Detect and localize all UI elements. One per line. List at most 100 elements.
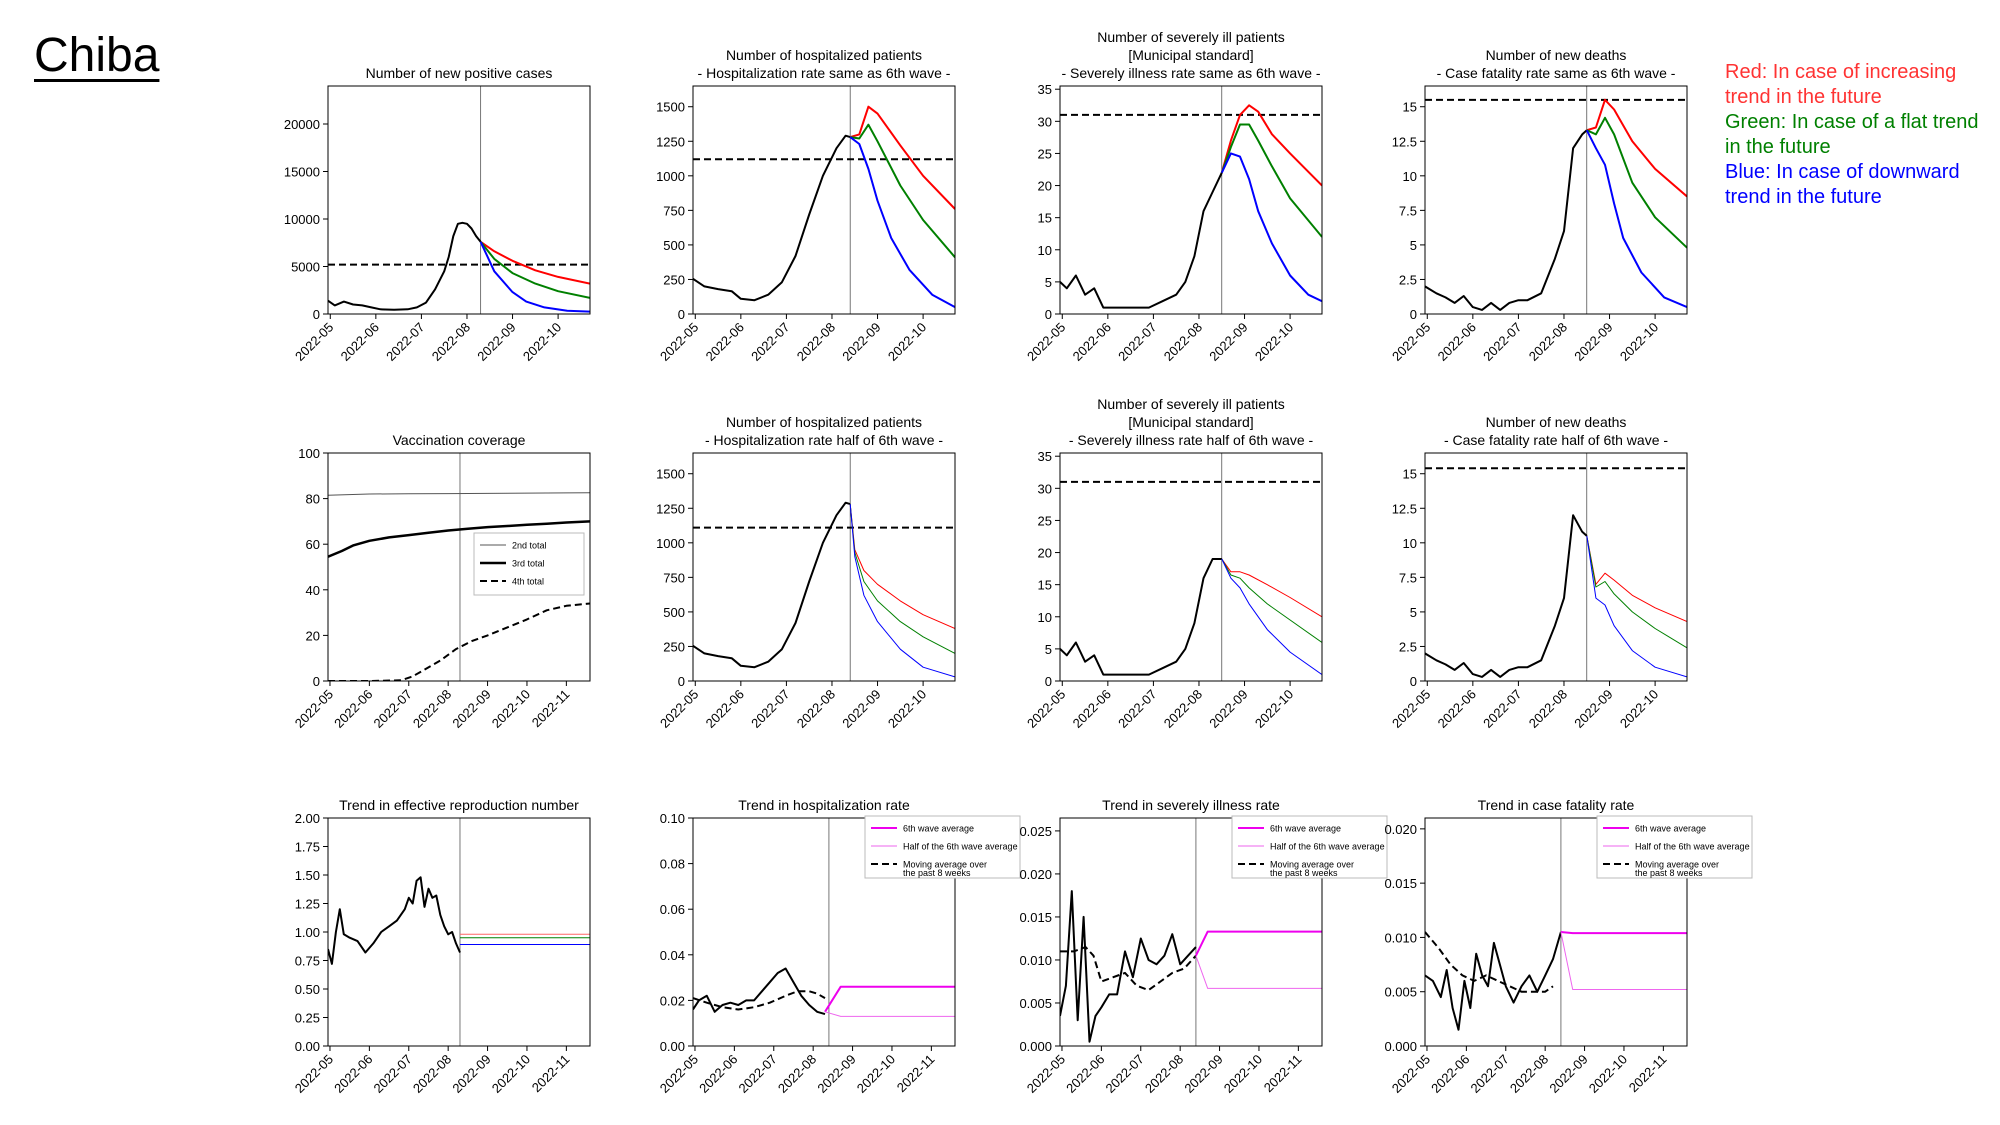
y-tick-label: 20 xyxy=(1038,546,1052,561)
y-tick-label: 0.10 xyxy=(660,811,685,826)
chart-c3: Number of severely ill patients [Municipa… xyxy=(1024,29,1323,364)
y-tick-label: 30 xyxy=(1038,481,1052,496)
series-line xyxy=(479,241,590,299)
x-tick-label: 2022-10 xyxy=(1221,1052,1265,1096)
y-tick-label: 1500 xyxy=(656,467,685,482)
y-tick-label: 1250 xyxy=(656,501,685,516)
series-line xyxy=(328,520,590,558)
y-tick-label: 5000 xyxy=(291,260,320,275)
legend-label: 6th wave average xyxy=(1635,824,1706,834)
y-tick-label: 15000 xyxy=(284,165,320,180)
series-line xyxy=(693,990,826,1011)
x-tick-label: 2022-08 xyxy=(1161,320,1205,364)
series-line xyxy=(1220,104,1322,187)
chart-legend: 6th wave average Half of the 6th wave ave… xyxy=(1596,815,1753,879)
x-tick-label: 2022-08 xyxy=(1161,687,1205,731)
series-line xyxy=(1195,930,1322,957)
series-line xyxy=(1585,129,1687,309)
y-tick-label: 15 xyxy=(1403,467,1417,482)
x-tick-label: 2022-05 xyxy=(1389,687,1433,731)
y-tick-label: 0 xyxy=(313,674,320,689)
y-tick-label: 15 xyxy=(1038,211,1052,226)
y-tick-label: 15 xyxy=(1038,578,1052,593)
plot-area xyxy=(693,818,955,1046)
x-tick-label: 2022-11 xyxy=(1261,1052,1305,1096)
x-tick-label: 2022-08 xyxy=(1526,320,1570,364)
y-tick-label: 12.5 xyxy=(1392,501,1417,516)
scenario-note-downward: Blue: In case of downward trend in the f… xyxy=(1725,161,1960,208)
x-tick-label: 2022-08 xyxy=(794,320,838,364)
x-tick-label: 2022-06 xyxy=(338,320,382,364)
x-tick-label: 2022-10 xyxy=(1252,687,1296,731)
chart-title-line: - Hospitalization rate half of 6th wave … xyxy=(705,432,943,448)
series-line xyxy=(1060,946,1197,992)
y-tick-label: 750 xyxy=(663,203,685,218)
x-tick-label: 2022-10 xyxy=(885,687,929,731)
scenario-note-flat: Green: In case of a flat trend in the fu… xyxy=(1725,111,1979,158)
y-tick-label: 0 xyxy=(1410,674,1417,689)
chart-title-line: Number of new positive cases xyxy=(366,65,553,81)
y-tick-label: 500 xyxy=(663,605,685,620)
series-line xyxy=(849,504,955,678)
series-line xyxy=(850,123,955,258)
x-tick-label: 2022-10 xyxy=(489,1052,533,1096)
chart-c11: Trend in severely illness rate 0.000 0.005… xyxy=(1019,797,1388,1096)
y-tick-label: 1.25 xyxy=(295,897,320,912)
chart-c10: Trend in hospitalization rate 0.00 0.02 0.0… xyxy=(657,797,1021,1096)
series-line xyxy=(1195,955,1322,989)
y-tick-label: 500 xyxy=(663,238,685,253)
chart-c6: Number of hospitalized patients - Hospita… xyxy=(656,414,956,731)
x-tick-label: 2022-07 xyxy=(1115,320,1159,364)
x-tick-label: 2022-06 xyxy=(1070,320,1114,364)
y-tick-label: 0 xyxy=(1410,307,1417,322)
plot-area xyxy=(328,453,590,681)
x-tick-label: 2022-09 xyxy=(814,1052,858,1096)
y-tick-label: 80 xyxy=(306,492,320,507)
series-line xyxy=(1586,535,1687,623)
plot-area xyxy=(693,86,955,314)
y-tick-label: 35 xyxy=(1038,82,1052,97)
x-tick-label: 2022-09 xyxy=(449,687,493,731)
y-tick-label: 100 xyxy=(298,446,320,461)
plot-frame xyxy=(1059,85,1323,315)
series-line xyxy=(824,1011,955,1017)
series-line xyxy=(1560,931,1687,935)
legend-box xyxy=(864,815,1021,879)
y-tick-label: 0.010 xyxy=(1384,930,1417,945)
y-tick-label: 20000 xyxy=(284,117,320,132)
x-tick-label: 2022-05 xyxy=(292,1052,336,1096)
x-tick-label: 2022-05 xyxy=(1389,320,1433,364)
y-tick-label: 2.5 xyxy=(1399,639,1417,654)
y-tick-label: 20 xyxy=(1038,179,1052,194)
series-line xyxy=(328,602,590,681)
series-line xyxy=(1425,931,1562,1031)
y-tick-label: 0.02 xyxy=(660,993,685,1008)
chart-c8: Number of new deaths - Case fatality rate… xyxy=(1389,414,1688,731)
series-line xyxy=(480,240,590,285)
y-tick-label: 10 xyxy=(1403,536,1417,551)
chart-c5: Vaccination coverage0204060801002022-052… xyxy=(292,432,591,731)
x-tick-label: 2022-06 xyxy=(1063,1052,1107,1096)
x-tick-label: 2022-09 xyxy=(1181,1052,1225,1096)
x-tick-label: 2022-05 xyxy=(292,687,336,731)
legend-label: 2nd total xyxy=(512,541,547,551)
series-line xyxy=(1221,558,1322,618)
x-tick-label: 2022-06 xyxy=(1428,1052,1472,1096)
y-tick-label: 0.000 xyxy=(1384,1039,1417,1054)
y-tick-label: 12.5 xyxy=(1392,134,1417,149)
chart-legend: 6th wave average Half of the 6th wave ave… xyxy=(1231,815,1388,879)
y-tick-label: 0.025 xyxy=(1019,824,1052,839)
chart-legend: 2nd total 3rd total 4th total xyxy=(473,532,585,596)
x-tick-label: 2022-05 xyxy=(657,687,701,731)
y-tick-label: 0.020 xyxy=(1019,867,1052,882)
y-tick-label: 5 xyxy=(1410,238,1417,253)
chart-title-line: Number of severely ill patients xyxy=(1097,29,1285,45)
series-line xyxy=(1425,931,1554,993)
chart-title-line: Trend in severely illness rate xyxy=(1102,797,1280,813)
series-line xyxy=(1586,98,1687,198)
x-tick-label: 2022-09 xyxy=(1206,687,1250,731)
series-line xyxy=(1586,535,1687,649)
plot-frame xyxy=(1424,817,1688,1047)
y-tick-label: 0 xyxy=(313,307,320,322)
y-tick-label: 0.50 xyxy=(295,982,320,997)
